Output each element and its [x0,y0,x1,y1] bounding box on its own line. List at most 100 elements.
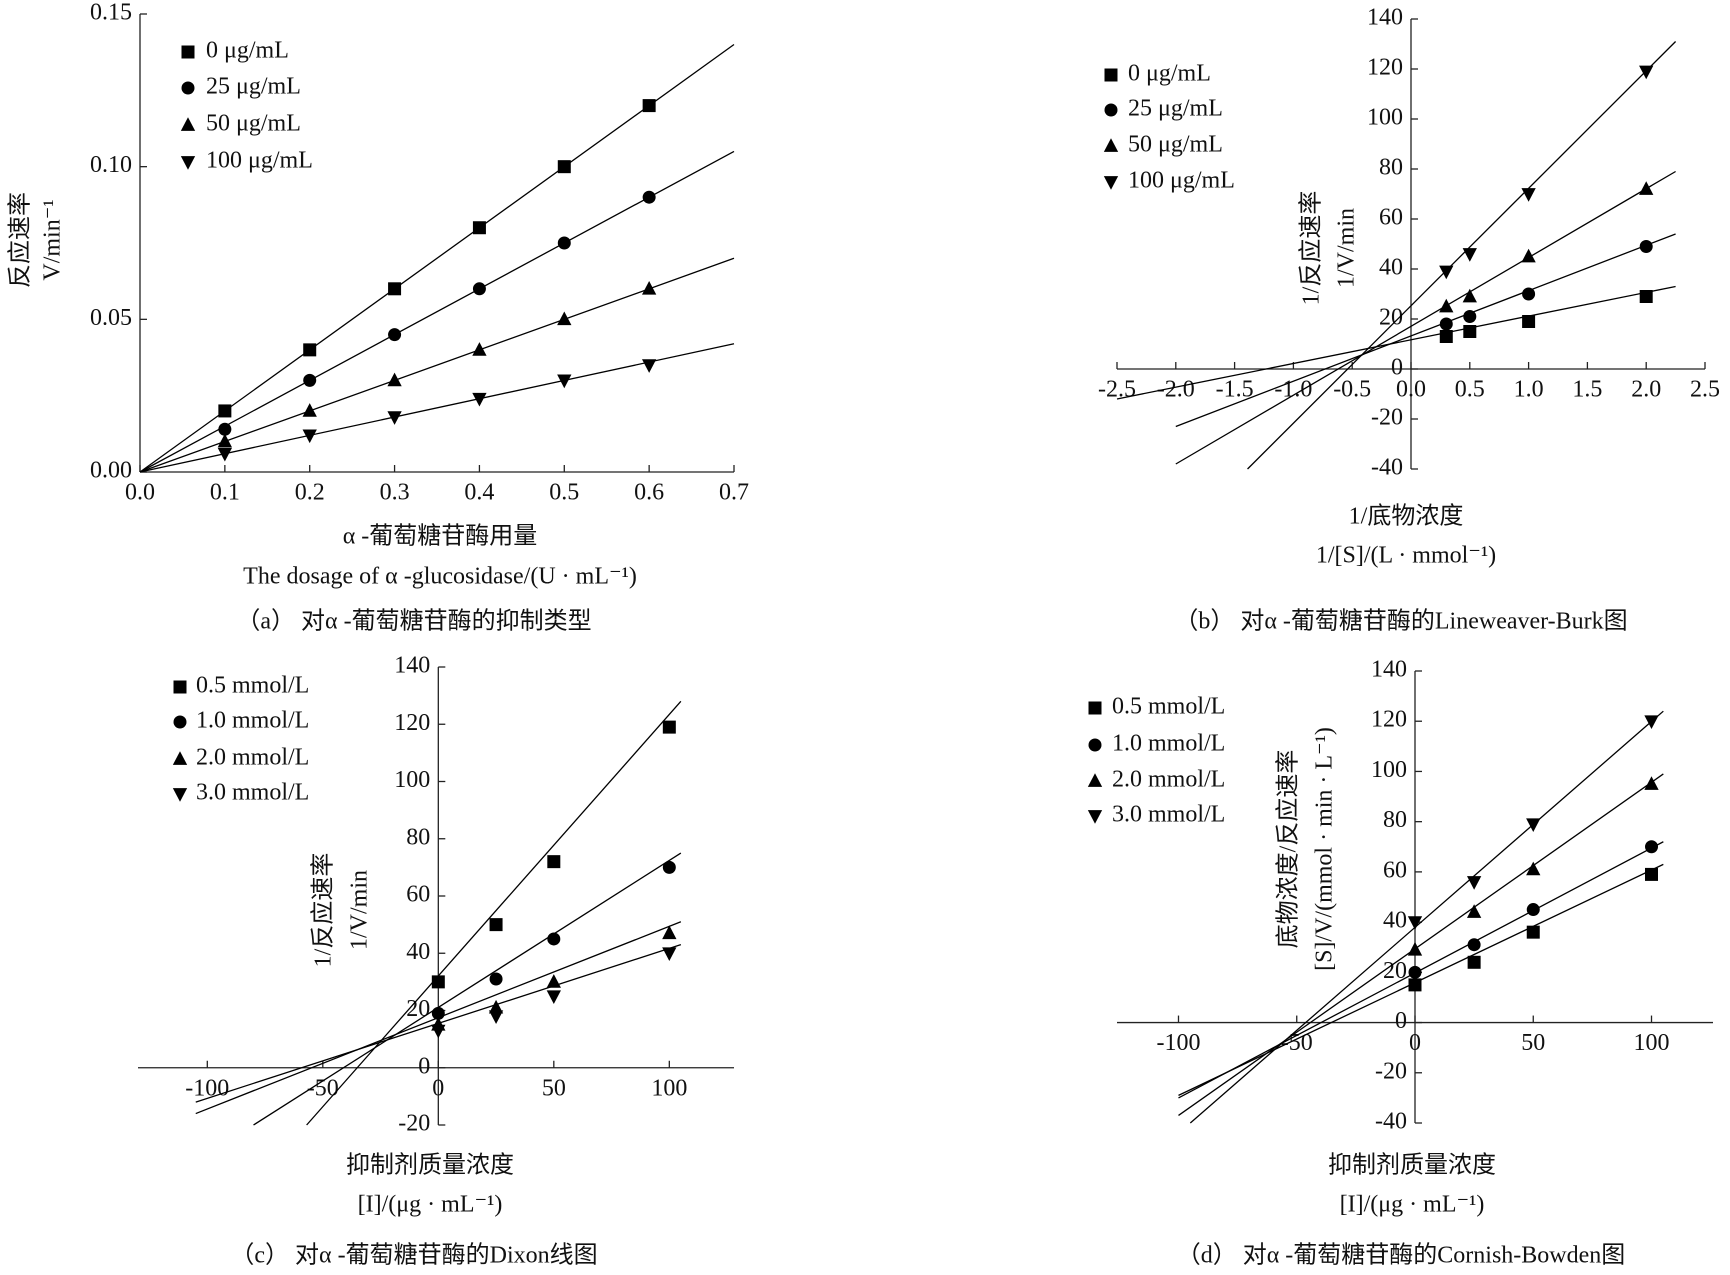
x-tick-label: 100 [651,1075,687,1101]
x-tick-label: 0.5 [1455,377,1485,403]
y-tick-label: 80 [1379,155,1403,181]
data-point [1526,861,1541,876]
data-point [1639,240,1653,253]
y-tick-label: 60 [1379,205,1403,231]
y-axis-label: 反应速率 [7,192,34,288]
data-point [1439,317,1453,331]
caption: （b） 对α -葡萄糖苷酶的Lineweaver-Burk图 [1174,608,1627,635]
x-tick-label: 50 [1521,1030,1545,1056]
data-point [1644,715,1659,730]
data-point [1439,330,1453,343]
data-point [217,433,233,448]
legend-label: 2.0 mmol/L [196,745,309,771]
y-tick-label: 0.05 [90,305,132,331]
data-point [662,860,676,874]
x-axis-label: [I]/(μg · mL⁻¹) [1340,1192,1485,1218]
data-point [303,373,317,387]
x-tick-label: 1.5 [1572,377,1602,403]
x-tick-label: 2.0 [1631,377,1661,403]
data-point [489,972,503,986]
y-tick-label: 40 [406,939,430,965]
x-tick-label: 1.0 [1514,377,1544,403]
y-tick-label: 80 [1383,807,1407,833]
fit-line [1178,773,1664,1117]
legend-marker [1088,738,1102,752]
data-point [1462,288,1477,303]
legend-label: 1.0 mmol/L [1112,731,1225,757]
x-tick-label: 0.0 [1396,377,1426,403]
legend-marker [1103,138,1119,152]
data-point [557,374,572,389]
x-axis-label: 1/[S]/(L · mmol⁻¹) [1316,543,1496,569]
x-tick-label: 2.5 [1690,377,1720,403]
legend-marker [180,156,196,170]
legend-marker [1103,176,1119,190]
data-point [472,221,486,235]
legend-label: 0.5 mmol/L [196,673,309,699]
y-tick-label: 60 [1383,857,1407,883]
data-point [547,855,561,869]
y-tick-label: 120 [1371,707,1407,733]
y-tick-label: 0.15 [90,0,132,26]
data-point [1645,867,1659,881]
x-tick-label: 0.1 [210,480,240,506]
x-tick-label: -1.0 [1274,377,1312,403]
y-tick-label: 140 [1367,5,1403,31]
fit-line [139,257,735,473]
data-point [1466,876,1482,890]
data-point [1526,903,1540,917]
data-point [547,932,561,946]
y-axis-label: [S]/V/(mmol · min · L⁻¹) [1312,727,1338,971]
x-tick-label: 0.6 [634,480,664,506]
legend-marker [173,680,187,694]
data-point [387,411,402,425]
data-point [218,422,232,436]
data-point [1639,65,1654,80]
data-point [1526,925,1540,939]
fit-line [195,944,682,1103]
legend-marker [1104,103,1118,117]
data-point [302,429,317,444]
data-point [1463,325,1477,338]
fit-line [1189,710,1664,1124]
x-tick-label: 100 [1634,1030,1670,1056]
fit-line [1247,41,1677,470]
fit-line [139,343,735,473]
x-tick-label: 0.5 [549,480,579,506]
caption: （a） 对α -葡萄糖苷酶的抑制类型 [236,608,591,635]
data-point [472,342,487,356]
data-point [642,190,656,204]
x-tick-label: 50 [542,1075,566,1101]
data-point [387,372,402,387]
data-point [1463,310,1477,324]
x-tick-label: -2.5 [1098,377,1136,403]
y-tick-label: -40 [1371,455,1403,481]
legend-label: 1.0 mmol/L [196,708,309,734]
legend-marker [181,45,195,59]
legend-label: 100 μg/mL [206,148,313,174]
data-point [431,1024,446,1039]
legend-label: 25 μg/mL [1128,96,1223,122]
fit-line [253,852,682,1126]
x-tick-label: 0.0 [125,480,155,506]
y-axis-label: 底物浓度/反应速率 [1275,750,1302,949]
y-tick-label: 20 [1383,958,1407,984]
x-tick-label: 0.2 [295,480,325,506]
legend-marker [173,715,187,729]
x-axis-label: [I]/(μg · mL⁻¹) [358,1192,503,1218]
data-point [388,328,402,342]
x-axis-label: 抑制剂质量浓度 [346,1152,514,1179]
fit-line [139,150,735,473]
legend-label: 25 μg/mL [206,74,301,100]
y-tick-label: 100 [1371,757,1407,783]
fit-line [1175,170,1676,465]
x-axis-label: α -葡萄糖苷酶用量 [343,523,538,550]
y-axis-label: 1/反应速率 [310,853,337,968]
data-point [1462,248,1477,262]
legend-marker [181,81,195,95]
data-point [1466,904,1482,918]
legend-label: 0 μg/mL [206,38,289,64]
data-point [1439,298,1454,313]
data-point [642,99,656,113]
